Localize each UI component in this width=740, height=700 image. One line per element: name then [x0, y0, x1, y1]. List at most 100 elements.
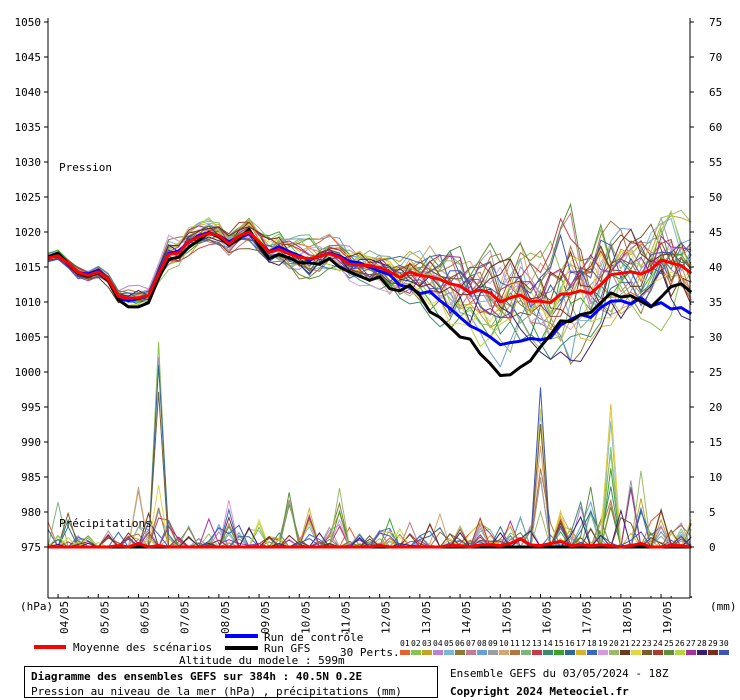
- pert-number-label: 25: [664, 639, 674, 648]
- x-tick-label: 16/05: [540, 601, 553, 634]
- legend: Moyenne des scénarios Run de contrôle Ru…: [34, 631, 729, 666]
- moyenne-des-sc-narios-pressure-line: [47, 230, 693, 305]
- x-tick-label: 11/05: [339, 601, 352, 634]
- right-tick-label: 0: [709, 541, 716, 554]
- pert-number-label: 29: [708, 639, 718, 648]
- pert-color-swatch: [510, 650, 520, 655]
- right-tick-label: 65: [709, 86, 722, 99]
- pert-number-label: 23: [642, 639, 652, 648]
- pert-color-swatch: [521, 650, 531, 655]
- x-tick-label: 18/05: [621, 601, 634, 634]
- legend-control-label: Run de contrôle: [264, 631, 363, 644]
- right-tick-label: 35: [709, 296, 722, 309]
- legend-perts-label: 30 Perts.: [340, 646, 400, 659]
- pert-color-swatch: [620, 650, 630, 655]
- precip-annotation: Précipitations: [59, 517, 152, 530]
- pert-number-label: 03: [422, 639, 432, 648]
- pert-number-label: 07: [466, 639, 476, 648]
- pert-number-label: 05: [444, 639, 454, 648]
- pert-color-swatch: [422, 650, 432, 655]
- perturbation-16-precip-line: [47, 365, 692, 549]
- pert-number-label: 12: [521, 639, 531, 648]
- caption-box: Diagramme des ensembles GEFS sur 384h : …: [24, 666, 438, 698]
- pert-color-swatch: [466, 650, 476, 655]
- pressure-annotation: Pression: [59, 161, 112, 174]
- pert-color-swatch: [477, 650, 487, 655]
- pert-color-swatch: [653, 650, 663, 655]
- left-tick-label: 990: [21, 436, 41, 449]
- x-tick-label: 10/05: [299, 601, 312, 634]
- pert-color-swatch: [565, 650, 575, 655]
- pert-color-swatch: [554, 650, 564, 655]
- pert-number-label: 06: [455, 639, 465, 648]
- pert-number-label: 02: [411, 639, 421, 648]
- pert-number-label: 28: [697, 639, 707, 648]
- pert-number-label: 18: [587, 639, 597, 648]
- right-tick-label: 15: [709, 436, 722, 449]
- right-axis-unit: (mm): [710, 600, 737, 613]
- pert-color-swatch: [642, 650, 652, 655]
- pert-number-label: 16: [565, 639, 575, 648]
- left-tick-label: 1025: [15, 191, 42, 204]
- pert-color-swatch: [708, 650, 718, 655]
- pert-color-swatch: [697, 650, 707, 655]
- legend-altitude-label: Altitude du modele : 599m: [179, 654, 345, 666]
- pert-color-swatch: [488, 650, 498, 655]
- left-tick-label: 1010: [15, 296, 42, 309]
- right-tick-label: 50: [709, 191, 722, 204]
- x-tick-label: 14/05: [460, 601, 473, 634]
- x-tick-label: 06/05: [138, 601, 151, 634]
- x-tick-label: 12/05: [380, 601, 393, 634]
- x-tick-label: 15/05: [500, 601, 513, 634]
- pert-color-swatch: [455, 650, 465, 655]
- pert-color-swatch: [433, 650, 443, 655]
- left-tick-label: 1035: [15, 121, 42, 134]
- perturbation-3-pressure-line: [47, 215, 692, 329]
- left-tick-label: 980: [21, 506, 41, 519]
- right-tick-label: 10: [709, 471, 722, 484]
- perturbation-30-pressure-line: [47, 233, 692, 319]
- x-tick-label: 04/05: [58, 601, 71, 634]
- moyenne-des-sc-narios-precip-line: [48, 537, 692, 549]
- pert-color-swatch: [499, 650, 509, 655]
- pert-number-label: 30: [719, 639, 729, 648]
- run-gfs-pressure-line: [47, 227, 693, 377]
- pert-number-label: 10: [499, 639, 509, 648]
- x-tick-label: 08/05: [219, 601, 232, 634]
- pert-color-swatch: [444, 650, 454, 655]
- pert-color-swatch: [532, 650, 542, 655]
- pert-color-swatch: [576, 650, 586, 655]
- right-tick-label: 25: [709, 366, 722, 379]
- ensemble-chart: 1050104510401035103010251020101510101005…: [15, 16, 737, 666]
- perturbation-23-precip-line: [48, 391, 692, 548]
- pert-number-label: 17: [576, 639, 586, 648]
- ensemble-info: Ensemble GEFS du 03/05/2024 - 18Z: [450, 667, 669, 680]
- right-tick-label: 70: [709, 51, 722, 64]
- pert-number-label: 19: [598, 639, 608, 648]
- right-tick-label: 75: [709, 16, 722, 29]
- pert-color-swatch: [686, 650, 696, 655]
- main-series-lines: [47, 227, 693, 549]
- chart-title: Diagramme des ensembles GEFS sur 384h : …: [31, 670, 363, 683]
- right-tick-label: 20: [709, 401, 722, 414]
- right-tick-label: 60: [709, 121, 722, 134]
- pert-number-label: 13: [532, 639, 542, 648]
- left-axis-ticks: 1050 1045 1040 1035 1030 1025 1020 1015 1010 1005…: [15, 16, 48, 554]
- x-tick-label: 19/05: [661, 601, 674, 634]
- chart-subtitle: Pression au niveau de la mer (hPa) , pré…: [31, 685, 402, 698]
- pert-number-label: 15: [554, 639, 564, 648]
- pert-color-swatch: [543, 650, 553, 655]
- legend-mean-label: Moyenne des scénarios: [73, 641, 212, 654]
- pert-number-label: 26: [675, 639, 685, 648]
- right-tick-label: 5: [709, 506, 716, 519]
- left-tick-label: 1015: [15, 261, 42, 274]
- right-tick-label: 55: [709, 156, 722, 169]
- left-tick-label: 1040: [15, 86, 42, 99]
- pert-number-label: 27: [686, 639, 696, 648]
- pert-color-swatch: [631, 650, 641, 655]
- x-axis-labels: 04/05 05/05 06/05 07/05 08/05 09/05 10/05 11/05…: [47, 594, 692, 634]
- pert-color-swatch: [719, 650, 729, 655]
- x-tick-label: 05/05: [98, 601, 111, 634]
- left-axis-unit: (hPa): [20, 600, 53, 613]
